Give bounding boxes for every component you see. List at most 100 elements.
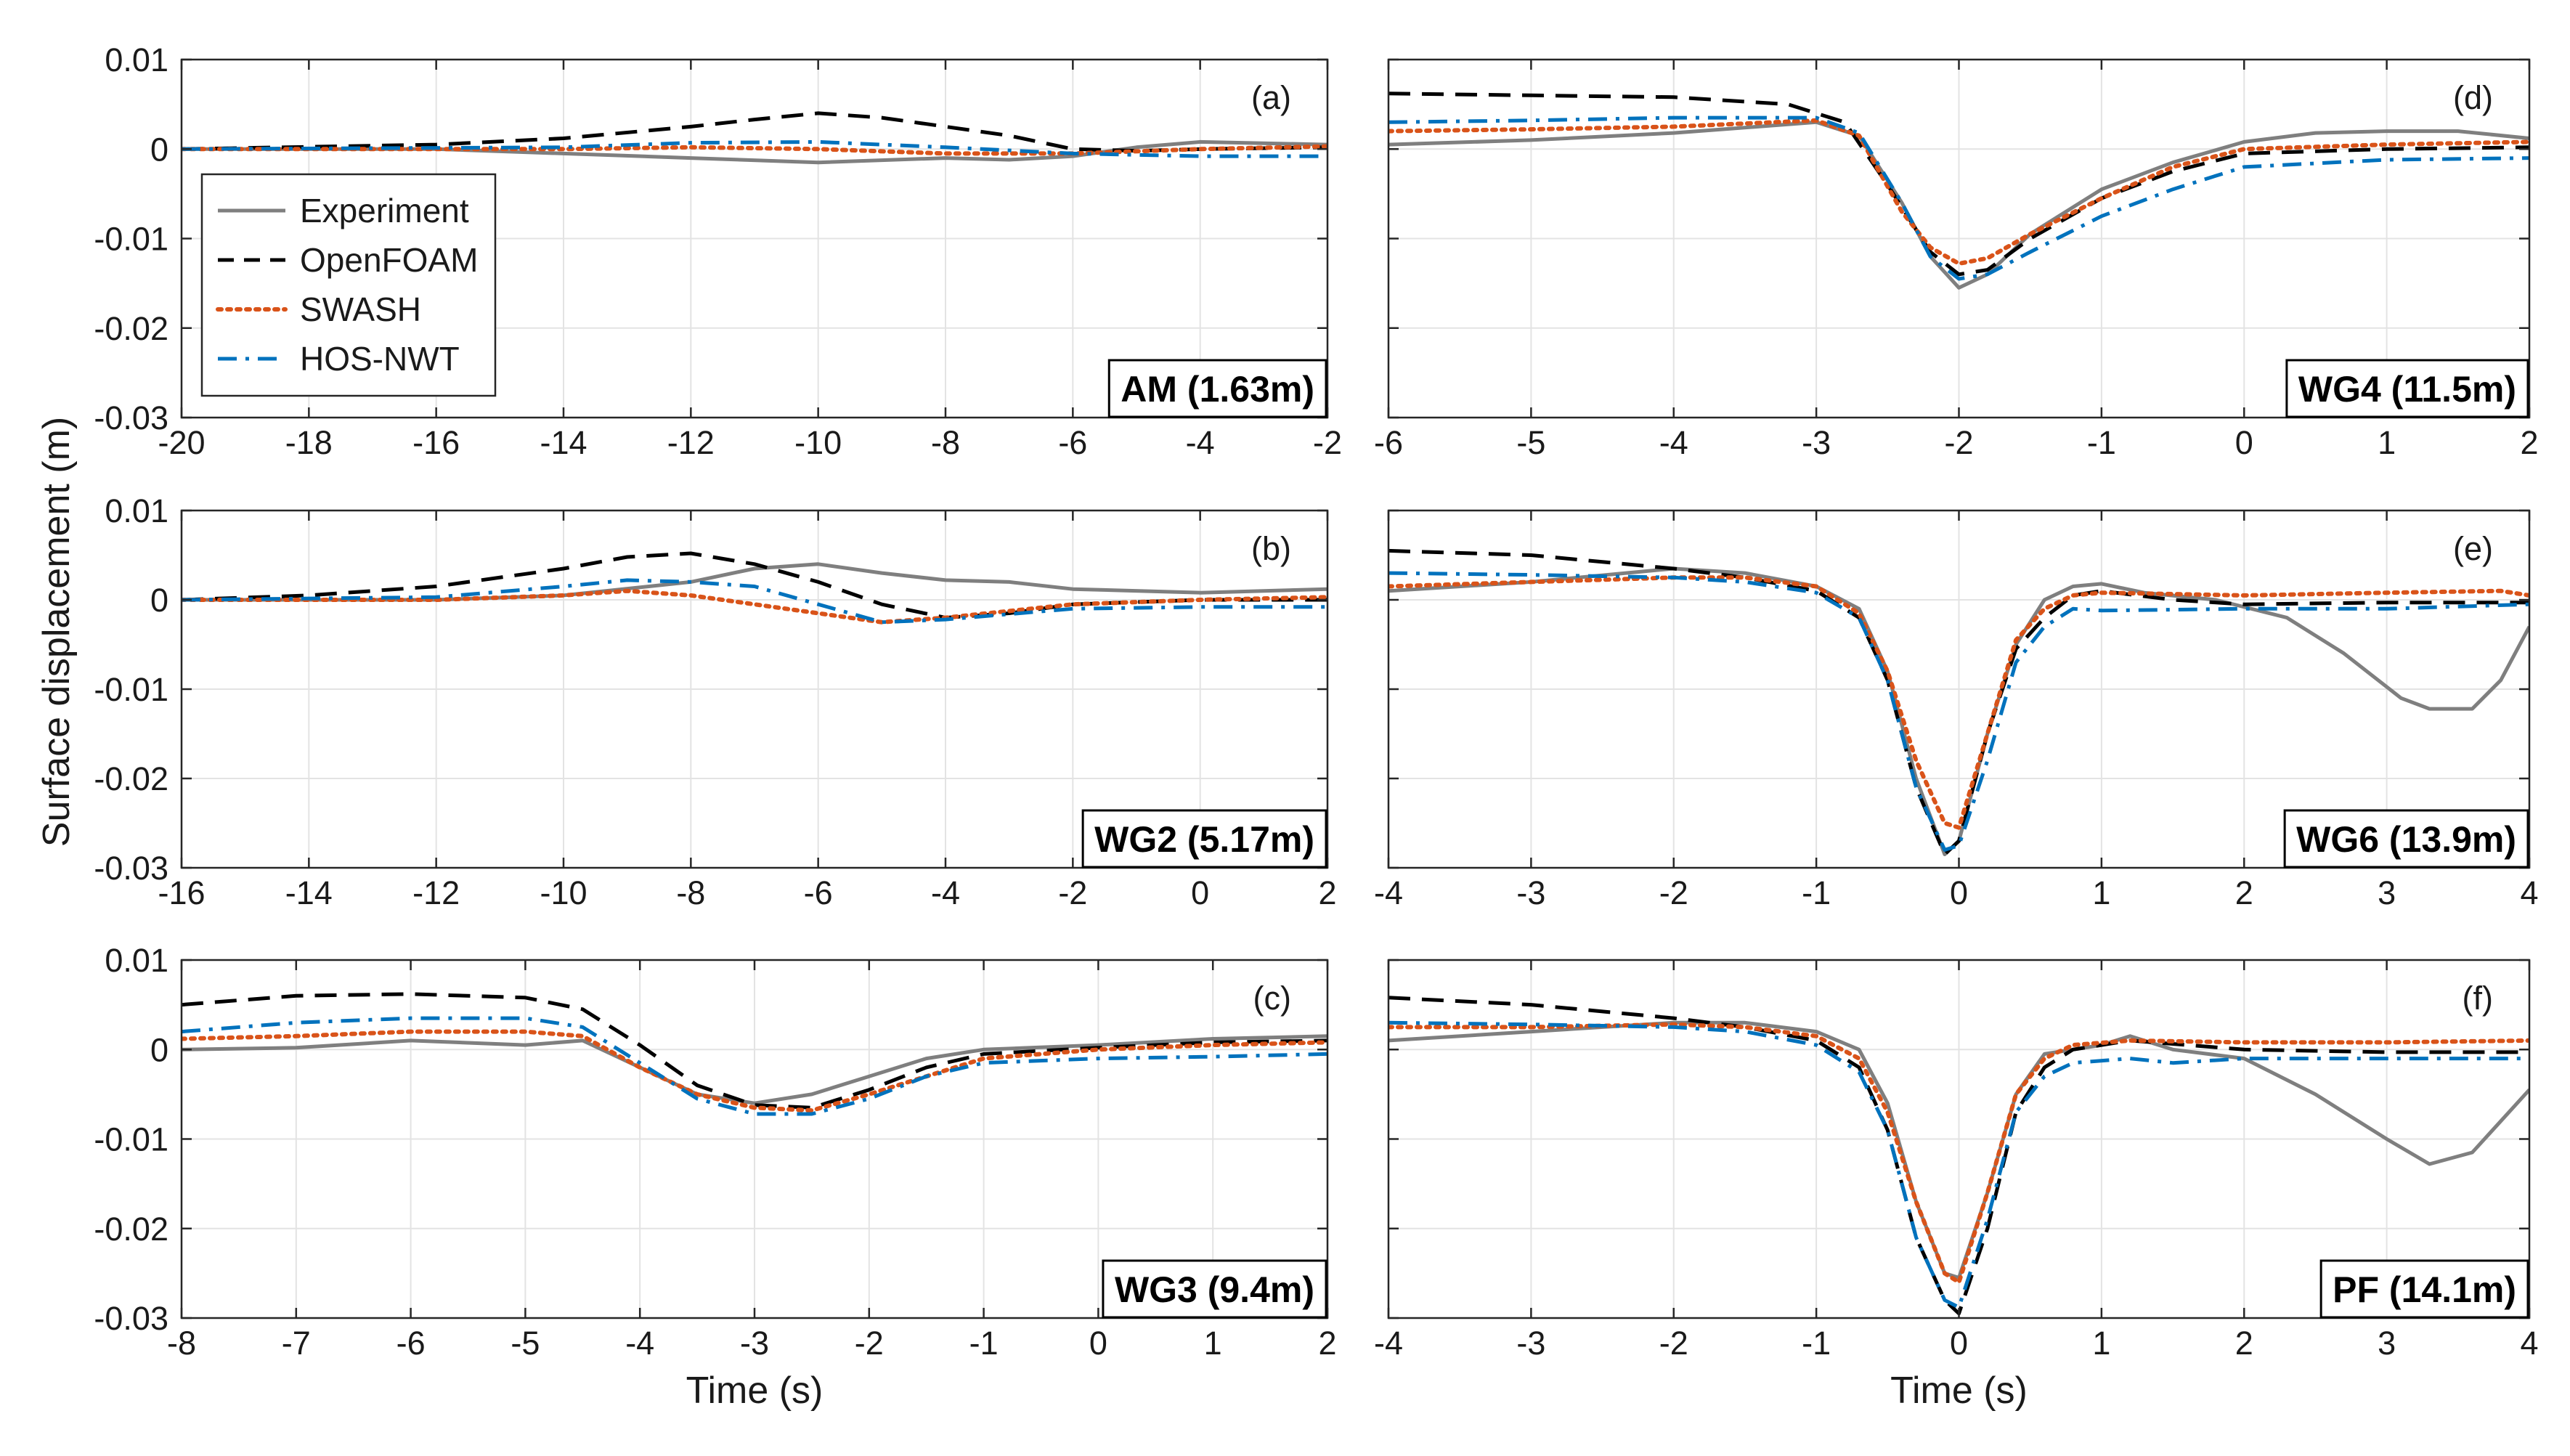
- panel-tag-c: (c): [1253, 980, 1291, 1017]
- x-tick-label-d: 1: [2378, 424, 2396, 461]
- y-tick-label-c: -0.01: [94, 1121, 168, 1158]
- x-tick-label-c: 2: [1318, 1325, 1336, 1362]
- x-tick-label-c: -2: [855, 1325, 884, 1362]
- series-hos-nwt-line-e: [1388, 571, 2529, 852]
- x-tick-label-b: 2: [1318, 874, 1336, 911]
- x-tick-label-a: -12: [667, 424, 715, 461]
- gauge-label-box-f: [2319, 1259, 2529, 1319]
- gauge-label-box-a: [1107, 359, 1327, 418]
- x-tick-label-c: -7: [282, 1325, 311, 1362]
- gauge-label-d: WG4 (11.5m): [2298, 369, 2516, 410]
- series-group-b: [182, 551, 1327, 625]
- gauge-label-b: WG2 (5.17m): [1094, 819, 1314, 860]
- x-tick-label-b: -8: [676, 874, 705, 911]
- x-tick-label-d: 0: [2235, 424, 2253, 461]
- x-tick-label-f: 1: [2092, 1325, 2110, 1362]
- series-swash-line-c: [182, 1029, 1327, 1113]
- series-hos-nwt-line-a: [182, 139, 1327, 158]
- x-tick-label-a: -20: [158, 424, 205, 461]
- x-axis-label-c: Time (s): [686, 1370, 824, 1412]
- y-tick-label-b: 0: [150, 582, 168, 619]
- legend-label-openfoam: OpenFOAM: [300, 241, 478, 279]
- x-tick-label-d: 2: [2520, 424, 2538, 461]
- gauge-label-c: WG3 (9.4m): [1115, 1269, 1314, 1310]
- x-tick-label-a: -10: [794, 424, 842, 461]
- legend-label-swash: SWASH: [300, 290, 421, 328]
- x-tick-label-d: -5: [1516, 424, 1545, 461]
- series-swash-line-a: [182, 144, 1327, 156]
- y-tick-label-a: 0: [150, 131, 168, 168]
- x-tick-label-b: -10: [540, 874, 587, 911]
- series-group-e: [1388, 548, 2529, 856]
- series-group-a: [182, 111, 1327, 165]
- x-tick-label-c: -6: [397, 1325, 426, 1362]
- series-openfoam-line-e: [1388, 548, 2529, 856]
- y-tick-label-a: -0.01: [94, 221, 168, 258]
- gauge-label-box-d: [2285, 359, 2529, 418]
- series-hos-nwt-line-f: [1388, 1020, 2529, 1309]
- x-tick-label-c: 1: [1204, 1325, 1222, 1362]
- x-tick-label-d: -2: [1944, 424, 1973, 461]
- x-tick-label-f: 0: [1950, 1325, 1968, 1362]
- series-group-c: [182, 992, 1327, 1116]
- x-tick-label-e: -4: [1374, 874, 1403, 911]
- x-tick-label-a: -2: [1313, 424, 1342, 461]
- x-tick-label-f: 3: [2378, 1325, 2396, 1362]
- x-tick-label-c: -3: [740, 1325, 769, 1362]
- series-hos-nwt-line-b: [182, 578, 1327, 625]
- series-swash-line-d: [1388, 118, 2529, 266]
- series-openfoam-line-d: [1388, 91, 2529, 277]
- series-hos-nwt-line-d: [1388, 115, 2529, 281]
- gauge-label-box-e: [2283, 809, 2529, 869]
- x-tick-label-f: -1: [1802, 1325, 1831, 1362]
- x-tick-label-e: 0: [1950, 874, 1968, 911]
- x-tick-label-f: 4: [2520, 1325, 2538, 1362]
- x-tick-label-c: -5: [511, 1325, 540, 1362]
- x-tick-label-d: -1: [2087, 424, 2116, 461]
- y-tick-label-a: 0.01: [105, 41, 168, 78]
- x-tick-label-e: 4: [2520, 874, 2538, 911]
- legend: Experiment OpenFOAM SWASH HOS-NWT: [200, 173, 497, 397]
- panel-d: -6 -5 -4 -3 -2 -1 0 1 2 (d) WG4 (11.5m): [1374, 58, 2539, 461]
- series-group-f: [1388, 996, 2529, 1316]
- panel-tag-a: (a): [1251, 79, 1291, 116]
- gauge-label-e: WG6 (13.9m): [2296, 819, 2516, 860]
- panel-f: -4 -3 -2 -1 0 1 2 3 4 Time (s) (f) PF (14.1m): [1374, 959, 2539, 1412]
- gauge-label-box-b: [1081, 809, 1327, 869]
- x-tick-label-b: -14: [285, 874, 333, 911]
- y-tick-label-c: 0: [150, 1031, 168, 1068]
- panel-c: -8 -7 -6 -5 -4 -3 -2 -1 0 1 2 0.01 0 -0.01 -0.02 -0.03 T…: [94, 942, 1336, 1412]
- x-tick-label-a: -6: [1058, 424, 1087, 461]
- gauge-label-f: PF (14.1m): [2333, 1269, 2516, 1310]
- x-tick-label-b: -6: [804, 874, 833, 911]
- series-swash-line-e: [1388, 575, 2529, 830]
- x-tick-label-f: -3: [1516, 1325, 1545, 1362]
- y-tick-label-b: 0.01: [105, 492, 168, 529]
- legend-label-hos-nwt: HOS-NWT: [300, 340, 460, 378]
- x-tick-label-e: 2: [2235, 874, 2253, 911]
- gauge-label-box-c: [1102, 1259, 1327, 1319]
- x-tick-label-a: -18: [285, 424, 333, 461]
- series-openfoam-line-a: [182, 111, 1327, 153]
- x-tick-label-d: -6: [1374, 424, 1403, 461]
- y-tick-label-c: 0.01: [105, 942, 168, 979]
- series-group-d: [1388, 91, 2529, 290]
- y-tick-label-c: -0.03: [94, 1300, 168, 1337]
- x-tick-label-d: -4: [1659, 424, 1688, 461]
- panel-tag-e: (e): [2453, 530, 2493, 567]
- x-tick-label-b: 0: [1191, 874, 1209, 911]
- x-tick-label-c: -1: [969, 1325, 999, 1362]
- x-tick-label-a: -4: [1186, 424, 1215, 461]
- y-tick-label-c: -0.02: [94, 1211, 168, 1248]
- y-tick-label-b: -0.01: [94, 671, 168, 708]
- figure-y-axis-label: Surface displacement (m): [36, 417, 78, 847]
- x-tick-label-b: -16: [158, 874, 205, 911]
- x-tick-label-f: -2: [1659, 1325, 1688, 1362]
- series-swash-line-b: [182, 588, 1327, 625]
- panels-layer: -20 -18 -16 -14 -12 -10 -8 -6 -4 -20.010-0.01-0.0…: [94, 41, 2538, 1412]
- x-tick-label-f: -4: [1374, 1325, 1403, 1362]
- panel-tag-f: (f): [2463, 980, 2493, 1017]
- panel-e: -4 -3 -2 -1 0 1 2 3 4 (e) WG6 (13.9m): [1374, 509, 2539, 911]
- series-hos-nwt-line-c: [182, 1016, 1327, 1116]
